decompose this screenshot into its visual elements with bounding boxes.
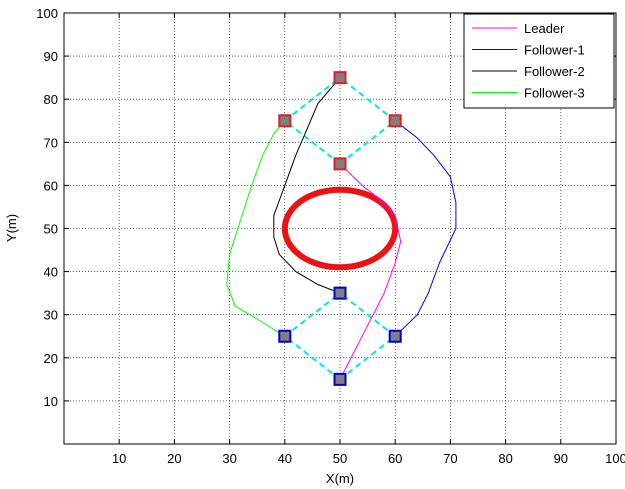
formation-start-link: [339, 335, 396, 381]
obstacle: [281, 186, 399, 271]
y-tick-label: 70: [44, 135, 58, 150]
formation-links: [284, 76, 396, 381]
legend: Leader Follower-1 Follower-2 Follower-3: [463, 13, 615, 109]
y-tick-label: 10: [44, 394, 58, 409]
formation-start-link: [284, 292, 341, 338]
formation-start-link: [339, 292, 396, 338]
x-tick-label: 60: [388, 451, 402, 466]
legend-label: Follower-1: [524, 43, 585, 58]
formation-end-marker: [278, 114, 292, 128]
obstacle-ellipse: [281, 186, 399, 271]
formation-end-marker: [333, 157, 347, 171]
formation-start-marker: [278, 329, 292, 343]
y-tick-label: 30: [44, 308, 58, 323]
trajectories: [226, 77, 457, 380]
formation-end-link: [339, 119, 396, 165]
formation-start-link: [284, 335, 341, 381]
tick-labels: 10 20 30 40 50 60 70 80 90 100 10 20 30 40 50 60 70 80 90 1…: [36, 6, 625, 466]
formation-start-marker: [333, 372, 347, 386]
legend-label: Follower-3: [524, 86, 585, 101]
x-tick-label: 50: [333, 451, 347, 466]
formation-end-link: [284, 76, 341, 122]
formation-start-marker: [333, 286, 347, 300]
y-tick-label: 80: [44, 92, 58, 107]
y-tick-label: 100: [36, 6, 58, 21]
x-tick-label: 40: [278, 451, 292, 466]
trajectory-leader: [339, 163, 402, 380]
x-tick-label: 80: [498, 451, 512, 466]
legend-label: Follower-2: [524, 64, 585, 79]
x-axis-label: X(m): [326, 471, 354, 486]
y-tick-label: 20: [44, 351, 58, 366]
trajectory-follower-2: [273, 77, 341, 294]
y-tick-label: 60: [44, 178, 58, 193]
x-tick-label: 30: [222, 451, 236, 466]
y-tick-label: 40: [44, 265, 58, 280]
formation-end-marker: [333, 71, 347, 85]
x-tick-label: 100: [605, 451, 625, 466]
legend-label: Leader: [524, 21, 565, 36]
y-tick-label: 50: [44, 222, 58, 237]
formation-end-marker: [388, 114, 402, 128]
x-tick-label: 70: [443, 451, 457, 466]
trajectory-follower-3: [226, 120, 286, 337]
plot-frame: [63, 12, 617, 445]
x-tick-label: 10: [112, 451, 126, 466]
y-axis-label: Y(m): [4, 214, 19, 242]
x-tick-label: 90: [554, 451, 568, 466]
formation-start-marker: [388, 329, 402, 343]
trajectory-follower-1: [394, 120, 457, 337]
formation-markers: [278, 71, 402, 386]
axis-ticks: [64, 12, 617, 444]
formation-end-link: [284, 119, 341, 165]
y-tick-label: 90: [44, 49, 58, 64]
x-tick-label: 20: [167, 451, 181, 466]
formation-end-link: [339, 76, 396, 122]
